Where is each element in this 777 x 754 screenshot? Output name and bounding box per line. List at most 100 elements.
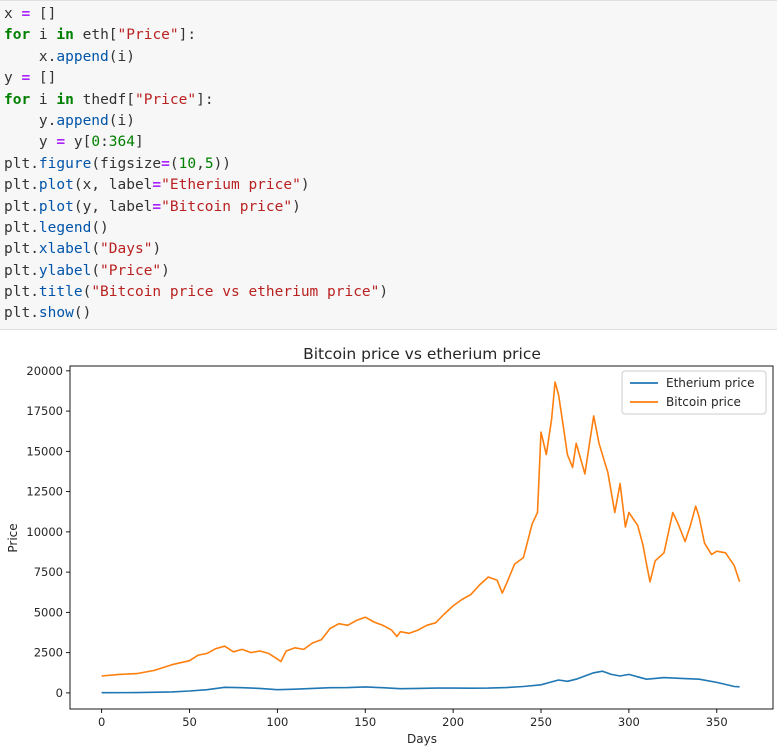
y-tick-label: 17500 <box>26 404 63 418</box>
code-token: i <box>30 27 57 44</box>
code-token: () <box>91 219 109 236</box>
code-token: show <box>38 305 74 322</box>
code-token: , <box>196 155 205 172</box>
code-token: plt. <box>4 177 39 194</box>
code-token: ] <box>135 134 144 151</box>
code-token: in <box>56 91 74 108</box>
code-line: for i in eth["Price"]: <box>4 25 777 46</box>
code-token: = <box>152 198 162 215</box>
code-token: "Etherium price" <box>161 177 301 194</box>
code-token: plt. <box>4 241 39 258</box>
code-line: for i in thedf["Price"]: <box>4 90 777 111</box>
code-token: ) <box>161 262 170 279</box>
code-token: ( <box>91 262 101 279</box>
code-token: ) <box>292 198 301 215</box>
code-token: y <box>4 134 57 151</box>
code-token: [] <box>30 6 57 22</box>
code-line: plt.figure(figsize=(10,5)) <box>4 154 777 175</box>
code-token: in <box>56 27 74 44</box>
code-token: plt. <box>4 198 39 215</box>
code-token: append <box>56 112 109 129</box>
code-token: = <box>161 155 170 172</box>
code-token: ylabel <box>38 262 92 279</box>
code-token: 364 <box>108 134 135 151</box>
x-tick-label: 300 <box>618 715 640 729</box>
x-tick-label: 0 <box>98 715 105 729</box>
code-token: i <box>30 91 57 108</box>
code-token: = <box>21 70 31 87</box>
code-token: legend <box>38 219 92 236</box>
plot-frame <box>69 365 774 710</box>
series-line-1 <box>101 381 741 677</box>
plot-area: 0 50 100 150 200 250 300 350 0 2500 5000 7500 10000 1… <box>26 364 774 729</box>
code-token: 10 <box>178 155 197 172</box>
y-tick-label: 10000 <box>26 525 63 539</box>
code-token: "Price" <box>117 27 179 44</box>
code-line: plt.plot(y, label="Bitcoin price") <box>4 197 777 218</box>
code-token: () <box>73 305 92 322</box>
code-token: 5 <box>204 155 214 172</box>
x-tick-label: 250 <box>530 715 552 729</box>
code-token: y[ <box>65 134 92 151</box>
code-token: )) <box>213 155 232 172</box>
code-token: (figsize <box>91 155 162 172</box>
code-token: ]: <box>196 91 214 108</box>
x-tick-label: 150 <box>354 715 376 729</box>
code-token: for <box>4 27 31 44</box>
y-tick-label: 0 <box>56 686 63 700</box>
code-token: plt. <box>4 219 39 236</box>
legend-label-0: Etherium price <box>666 376 755 390</box>
code-token: plot <box>38 198 74 215</box>
code-token: (i) <box>108 112 135 129</box>
code-token: ( <box>169 155 179 172</box>
code-token: plot <box>38 177 74 194</box>
code-line: plt.xlabel("Days") <box>4 239 777 260</box>
x-axis-label: Days <box>407 732 437 746</box>
code-line: x.append(i) <box>4 47 777 68</box>
line-chart: Bitcoin price vs etherium price Days Pri… <box>6 345 774 746</box>
code-line: plt.legend() <box>4 218 777 239</box>
y-tick-label: 5000 <box>34 605 63 619</box>
code-token: append <box>56 48 109 65</box>
code-token: = <box>56 134 66 151</box>
code-token: ) <box>379 284 389 301</box>
code-token: xlabel <box>38 241 92 258</box>
chart-title: Bitcoin price vs etherium price <box>303 345 541 363</box>
code-token: plt. <box>4 284 39 301</box>
code-token: eth[ <box>73 27 118 44</box>
code-token: "Price" <box>100 262 162 279</box>
code-token: (x, label <box>73 177 153 194</box>
code-line: plt.plot(x, label="Etherium price") <box>4 175 777 196</box>
code-token: ) <box>300 177 310 194</box>
code-line: y.append(i) <box>4 111 777 132</box>
code-token: ) <box>152 241 162 258</box>
code-token: [] <box>30 70 57 87</box>
y-tick-label: 15000 <box>26 444 63 458</box>
code-line: y = y[0:364] <box>4 132 777 153</box>
code-token: = <box>21 6 31 22</box>
code-cell[interactable]: x = [] for i in eth["Price"]: x.append(i)… <box>0 0 777 330</box>
code-editor[interactable]: x = [] for i in eth["Price"]: x.append(i)… <box>0 1 777 325</box>
code-token: figure <box>38 155 92 172</box>
code-token: ]: <box>178 27 197 44</box>
code-token: x. <box>4 48 57 65</box>
code-token: x <box>4 6 22 22</box>
x-tick-label: 350 <box>706 715 728 729</box>
code-token: (y, label <box>73 198 153 215</box>
y-axis-label: Price <box>6 523 20 552</box>
code-token: "Days" <box>100 241 153 258</box>
x-tick-label: 100 <box>266 715 288 729</box>
code-token: 0 <box>91 134 101 151</box>
legend-box <box>621 370 767 415</box>
y-tick-label: 20000 <box>26 364 63 378</box>
code-token: = <box>152 177 162 194</box>
code-token: plt. <box>4 155 39 172</box>
y-tick-label: 12500 <box>26 485 63 499</box>
code-token: ( <box>91 241 101 258</box>
code-token: plt. <box>4 262 39 279</box>
output-area: Bitcoin price vs etherium price Days Pri… <box>0 331 777 749</box>
code-token: ( <box>82 284 92 301</box>
code-token: thedf[ <box>73 91 135 108</box>
code-token: y <box>4 70 22 87</box>
code-token: for <box>4 91 31 108</box>
